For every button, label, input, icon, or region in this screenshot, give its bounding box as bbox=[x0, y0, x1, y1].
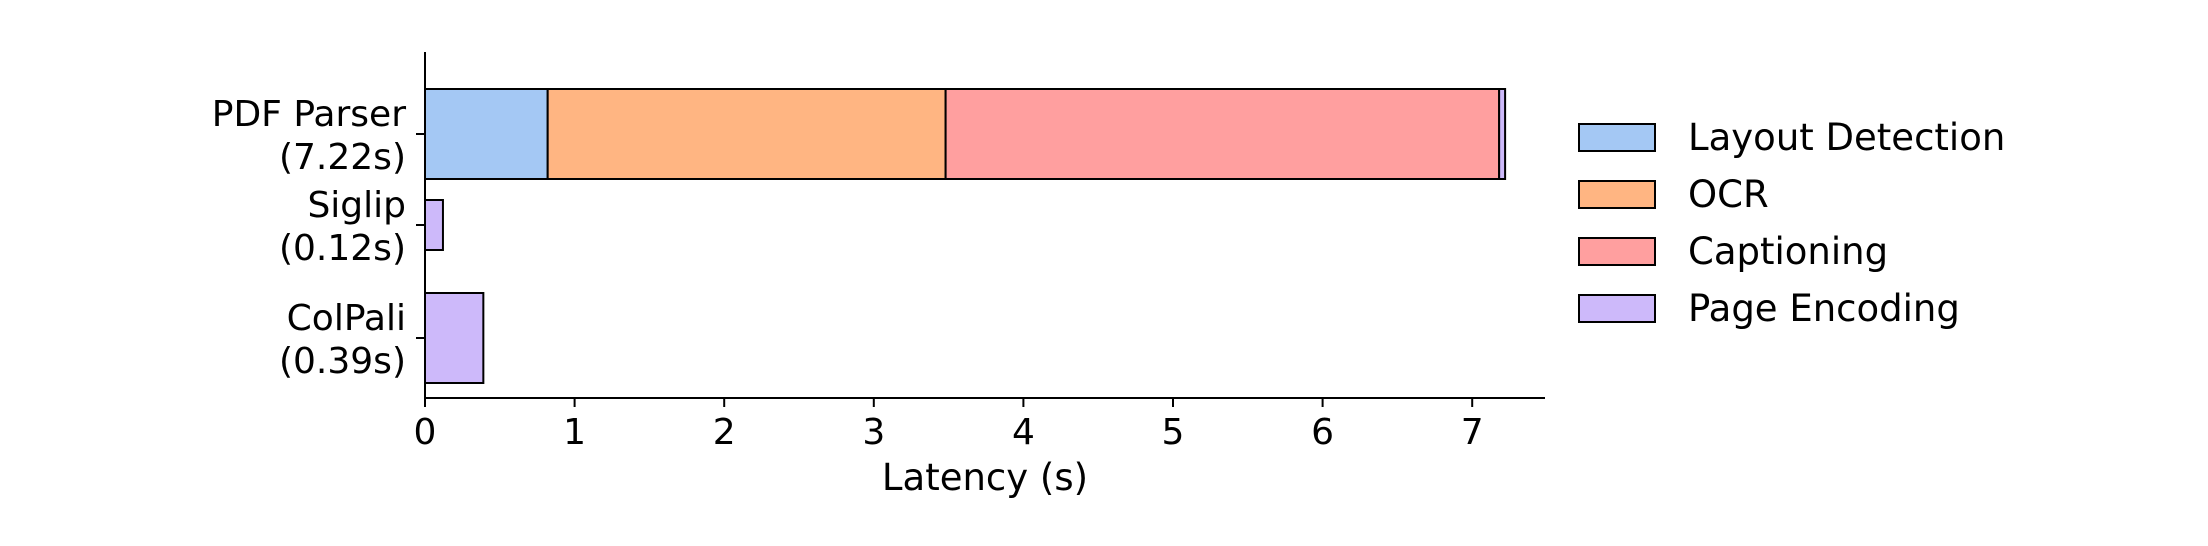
legend-label-captioning: Captioning bbox=[1688, 230, 1888, 273]
x-tick-label-7: 7 bbox=[1461, 412, 1484, 453]
legend-label-ocr: OCR bbox=[1688, 173, 1769, 216]
x-tick-label-1: 1 bbox=[563, 412, 586, 453]
legend-swatch-page-encoding bbox=[1578, 294, 1656, 323]
bar-colpali-page-encoding bbox=[424, 292, 485, 384]
bar-pdf-parser-layout-detection bbox=[424, 88, 549, 180]
y-ticks-group: PDF Parser(7.22s) Siglip(0.12s) ColPali(0.… bbox=[212, 94, 425, 382]
x-axis-label: Latency (s) bbox=[882, 456, 1088, 499]
legend-swatch-ocr bbox=[1578, 180, 1656, 209]
y-tick-total-colpali: (0.39s) bbox=[279, 341, 406, 382]
x-ticks-group: 0 1 2 3 4 5 6 7 bbox=[414, 398, 1484, 453]
x-tick-label-0: 0 bbox=[414, 412, 437, 453]
y-tick-total-siglip: (0.12s) bbox=[279, 228, 406, 269]
x-tick-label-6: 6 bbox=[1311, 412, 1334, 453]
bar-pdf-parser-page-encoding bbox=[1498, 88, 1507, 180]
y-tick-label-siglip: Siglip bbox=[307, 185, 406, 226]
legend-label-page-encoding: Page Encoding bbox=[1688, 287, 1960, 330]
y-tick-label-colpali: ColPali bbox=[287, 298, 406, 339]
legend: Layout Detection OCR Captioning Page Encodi… bbox=[1578, 116, 2005, 330]
x-tick-label-2: 2 bbox=[713, 412, 736, 453]
bar-pdf-parser-captioning bbox=[944, 88, 1501, 180]
y-tick-label-pdf-parser: PDF Parser bbox=[212, 94, 406, 135]
x-tick-label-5: 5 bbox=[1162, 412, 1185, 453]
x-tick-label-4: 4 bbox=[1012, 412, 1035, 453]
y-tick-total-pdf-parser: (7.22s) bbox=[279, 137, 406, 178]
x-tick-label-3: 3 bbox=[862, 412, 885, 453]
bars-group bbox=[424, 88, 1507, 384]
legend-swatch-captioning bbox=[1578, 237, 1656, 266]
legend-label-layout-detection: Layout Detection bbox=[1688, 116, 2005, 159]
legend-swatch-layout-detection bbox=[1578, 123, 1656, 152]
bar-siglip-page-encoding bbox=[424, 199, 444, 251]
bar-pdf-parser-ocr bbox=[546, 88, 947, 180]
